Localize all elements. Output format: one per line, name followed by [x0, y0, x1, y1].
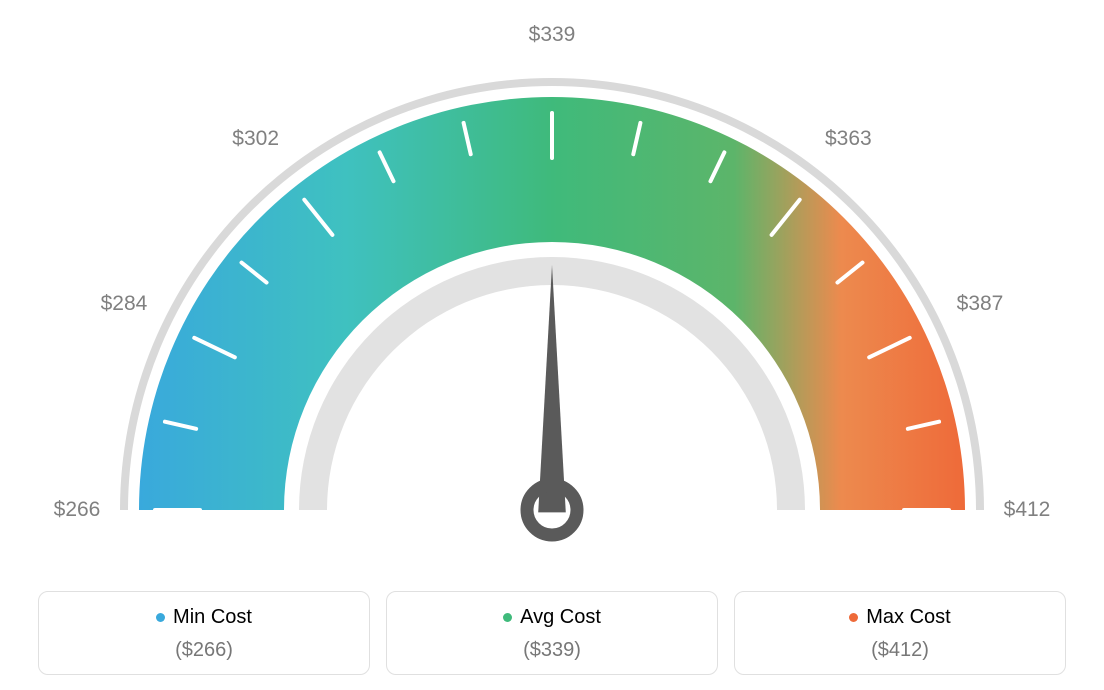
gauge-chart-container: $266 $284 $302 $339 $363 $387 $412 Min Cost ($… [0, 0, 1104, 690]
legend-min-title: Min Cost [156, 606, 252, 629]
gauge-tick-label: $363 [825, 127, 872, 151]
legend-max-title: Max Cost [849, 606, 950, 629]
legend-dot-avg [503, 613, 512, 622]
legend-box-min: Min Cost ($266) [38, 591, 370, 675]
legend-avg-label: Avg Cost [520, 606, 601, 629]
gauge-svg [0, 0, 1104, 560]
legend-avg-value: ($339) [397, 639, 707, 662]
gauge-tick-label: $266 [54, 498, 101, 522]
legend-max-value: ($412) [745, 639, 1055, 662]
legend-box-avg: Avg Cost ($339) [386, 591, 718, 675]
legend-dot-min [156, 613, 165, 622]
legend-box-max: Max Cost ($412) [734, 591, 1066, 675]
gauge-tick-label: $284 [101, 292, 148, 316]
legend-min-label: Min Cost [173, 606, 252, 629]
gauge-area: $266 $284 $302 $339 $363 $387 $412 [0, 0, 1104, 560]
gauge-tick-label: $387 [957, 292, 1004, 316]
gauge-tick-label: $412 [1004, 498, 1051, 522]
legend-dot-max [849, 613, 858, 622]
gauge-needle [538, 265, 566, 512]
legend-max-label: Max Cost [866, 606, 950, 629]
legend-avg-title: Avg Cost [503, 606, 601, 629]
gauge-tick-label: $302 [232, 127, 279, 151]
legend-min-value: ($266) [49, 639, 359, 662]
legend-row: Min Cost ($266) Avg Cost ($339) Max Cost… [0, 591, 1104, 675]
gauge-tick-label: $339 [529, 23, 576, 47]
